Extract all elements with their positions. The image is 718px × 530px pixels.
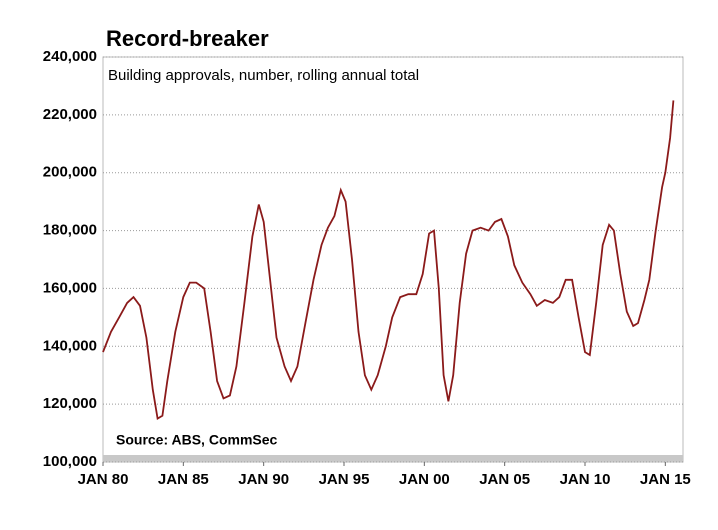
- x-tick-label: JAN 85: [158, 471, 209, 488]
- base-strip: [103, 455, 683, 462]
- y-tick-label: 180,000: [43, 222, 97, 239]
- x-tick-label: JAN 00: [399, 471, 450, 488]
- x-tick-label: JAN 90: [238, 471, 289, 488]
- x-tick-label: JAN 15: [640, 471, 691, 488]
- x-tick-label: JAN 95: [319, 471, 370, 488]
- y-tick-label: 100,000: [43, 453, 97, 470]
- data-line: [102, 100, 675, 421]
- y-tick-label: 140,000: [43, 337, 97, 354]
- source-note: Source: ABS, CommSec: [116, 432, 278, 448]
- x-tick-label: JAN 80: [78, 471, 129, 488]
- plot-frame: [102, 56, 684, 463]
- y-tick-label: 200,000: [43, 164, 97, 181]
- x-tick-label: JAN 05: [479, 471, 530, 488]
- y-tick-label: 240,000: [43, 48, 97, 65]
- chart-title: Record-breaker: [106, 26, 269, 51]
- y-tick-label: 160,000: [43, 279, 97, 296]
- y-tick-label: 220,000: [43, 106, 97, 123]
- y-tick-label: 120,000: [43, 395, 97, 412]
- subtitle: Building approvals, number, rolling annu…: [108, 67, 419, 84]
- x-tick-label: JAN 10: [560, 471, 611, 488]
